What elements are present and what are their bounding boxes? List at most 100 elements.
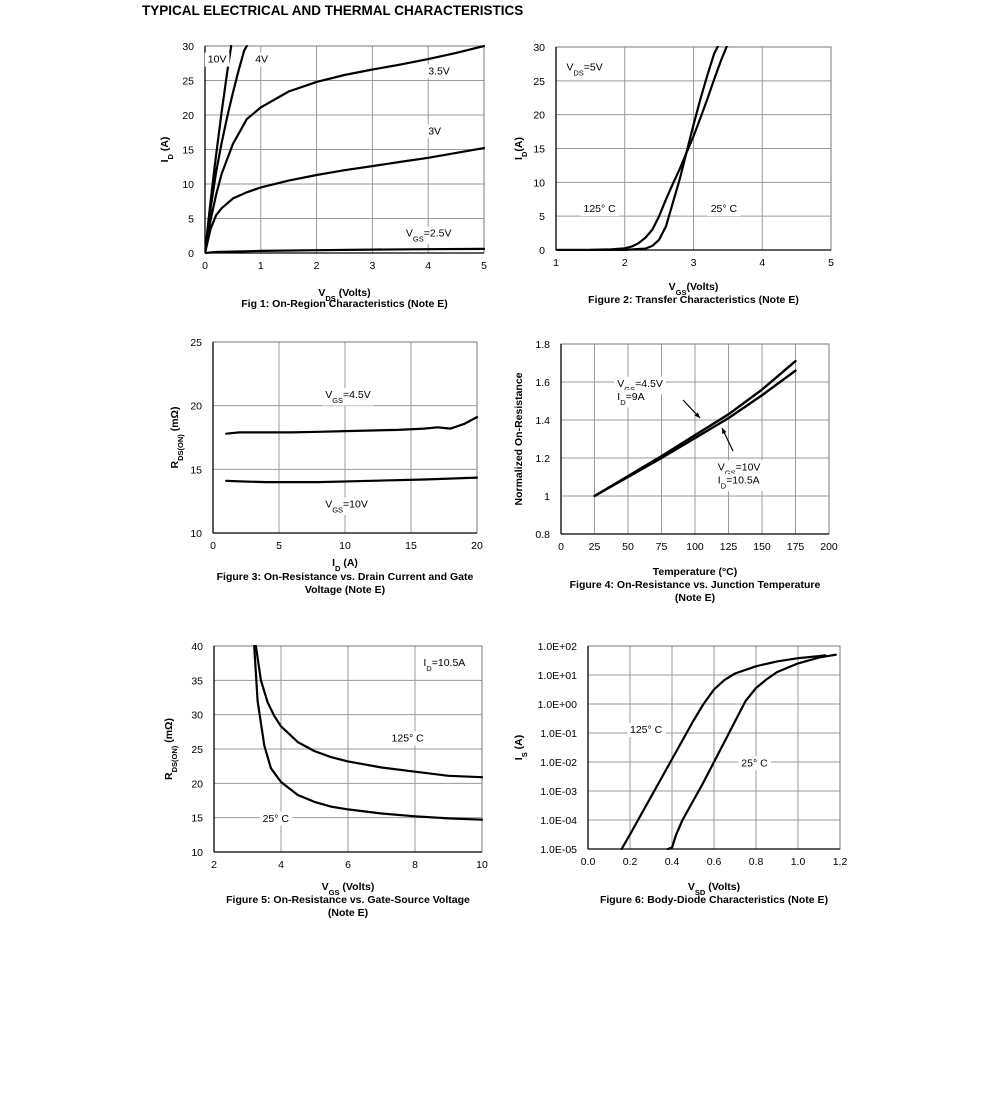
series-annotation: 25° C [741, 757, 768, 769]
annotation-background [614, 376, 666, 395]
series-annotation: ID=10.5A [423, 657, 465, 673]
y-tick-label: 1.2 [535, 453, 550, 465]
page-title: TYPICAL ELECTRICAL AND THERMAL CHARACTER… [142, 3, 524, 18]
series-line-2 [225, 476, 478, 484]
y-tick-label: 20 [533, 110, 545, 122]
y-tick-label: 15 [190, 464, 202, 476]
y-axis-label: Normalized On-Resistance [513, 372, 525, 505]
annotation-background [322, 497, 371, 516]
figure-caption: Figure 4: On-Resistance vs. Junction Tem… [570, 579, 821, 591]
series-annotation: 125° C [630, 724, 663, 736]
annotation-background [707, 202, 741, 217]
series-annotation: 3V [428, 125, 441, 137]
y-tick-label: 1.0E-05 [540, 844, 577, 856]
y-tick-label: 35 [191, 675, 203, 687]
x-tick-label: 1.2 [833, 856, 848, 868]
x-axis-label: VDS (Volts) [318, 287, 370, 303]
y-tick-label: 30 [533, 42, 545, 54]
y-tick-label: 1 [544, 491, 550, 503]
y-axis-label: RDS(ON) (mΩ) [163, 718, 179, 780]
series-line-1 [556, 46, 729, 251]
series-annotation: VGS=10V [325, 499, 368, 515]
annotation-arrowhead [722, 428, 727, 434]
x-tick-label: 200 [820, 541, 838, 553]
figure-caption: (Note E) [675, 592, 715, 604]
series-annotation: 25° C [263, 813, 290, 825]
y-tick-label: 20 [191, 778, 203, 790]
x-tick-label: 5 [276, 540, 282, 552]
figure-caption: Figure 3: On-Resistance vs. Drain Curren… [217, 571, 474, 583]
x-tick-label: 0 [202, 260, 208, 272]
x-tick-label: 0.4 [665, 856, 680, 868]
x-tick-label: 50 [622, 541, 634, 553]
series-line-2 [556, 46, 720, 251]
x-tick-label: 2 [211, 859, 217, 871]
y-tick-label: 5 [539, 211, 545, 223]
x-tick-label: 4 [759, 257, 765, 269]
annotation-background [402, 226, 455, 244]
series-annotation: VGS=4.5V [617, 378, 663, 394]
series-line-1 [620, 654, 827, 850]
x-tick-label: 4 [278, 859, 284, 871]
chart-4: 0 25 50 75 100 125 150 175 200 0.8 1 1.2 1.4 1.6 1.8 VG… [513, 339, 838, 604]
y-tick-label: 30 [191, 710, 203, 722]
y-tick-label: 15 [182, 145, 194, 157]
series-annotation: ID=9A [617, 391, 644, 407]
y-tick-label: 1.0E+02 [538, 641, 578, 653]
series-annotation: 10V [208, 54, 227, 66]
chart-6: 0.0 0.2 0.4 0.6 0.8 1.0 1.2 1.0E-05 1.0E-04 1.0E-… [513, 641, 847, 906]
x-tick-label: 175 [787, 541, 805, 553]
x-tick-label: 0 [210, 540, 216, 552]
x-tick-label: 6 [345, 859, 351, 871]
series-annotation: 25° C [711, 203, 738, 215]
chart-5: 2 4 6 8 10 10 15 20 25 30 35 40 ID=10.5A 125° C 25° C V… [163, 641, 488, 919]
x-axis-label: VGS(Volts) [669, 281, 719, 297]
annotation-background [714, 473, 763, 492]
x-tick-label: 1.0 [791, 856, 806, 868]
chart-1: 0 1 2 3 4 5 0 5 10 15 20 25 30 10V 4V 3.5V 3V VGS=2.5V VDS… [159, 41, 487, 310]
y-tick-label: 1.0E-01 [540, 728, 577, 740]
x-tick-label: 2 [622, 257, 628, 269]
y-tick-label: 30 [182, 41, 194, 53]
annotation-background [714, 460, 764, 478]
y-tick-label: 20 [190, 401, 202, 413]
series-annotation: 4V [255, 54, 268, 66]
series-line-4 [205, 147, 485, 254]
annotation-background [259, 811, 293, 826]
y-tick-label: 10 [190, 528, 202, 540]
figure-caption: Figure 2: Transfer Characteristics (Note… [588, 294, 799, 306]
annotation-background [425, 124, 445, 139]
annotation-arrowhead [694, 412, 700, 418]
x-axis-label: VSD (Volts) [688, 881, 740, 897]
x-tick-label: 0.8 [749, 856, 764, 868]
x-tick-label: 10 [339, 540, 351, 552]
annotation-background [388, 731, 428, 746]
y-tick-label: 1.0E+01 [538, 670, 578, 682]
x-tick-label: 75 [656, 541, 668, 553]
x-axis-label: VGS (Volts) [322, 881, 375, 897]
y-tick-label: 10 [182, 179, 194, 191]
y-tick-label: 0.8 [535, 529, 550, 541]
annotation-background [580, 202, 620, 217]
figure-caption: (Note E) [328, 907, 368, 919]
annotation-background [322, 388, 374, 406]
figure-caption: Figure 5: On-Resistance vs. Gate-Source … [226, 894, 470, 906]
annotation-background [627, 723, 666, 737]
x-tick-label: 5 [828, 257, 834, 269]
figure-caption: Fig 1: On-Region Characteristics (Note E… [241, 298, 448, 310]
x-tick-label: 25 [589, 541, 601, 553]
x-tick-label: 3 [369, 260, 375, 272]
x-tick-label: 1 [258, 260, 264, 272]
series-line-2 [205, 45, 248, 254]
series-annotation: 125° C [392, 732, 425, 744]
x-axis-label: Temperature (°C) [653, 566, 738, 578]
y-tick-label: 40 [191, 641, 203, 653]
y-tick-label: 10 [191, 847, 203, 859]
y-tick-label: 0 [188, 248, 194, 260]
figure-caption: Figure 6: Body-Diode Characteristics (No… [600, 894, 828, 906]
chart-3: 0 5 10 15 20 10 15 20 25 VGS=4.5V VGS=10V ID (A) RDS… [169, 337, 483, 596]
series-line-1 [225, 416, 478, 435]
x-tick-label: 150 [753, 541, 771, 553]
x-tick-label: 8 [412, 859, 418, 871]
y-tick-label: 10 [533, 177, 545, 189]
